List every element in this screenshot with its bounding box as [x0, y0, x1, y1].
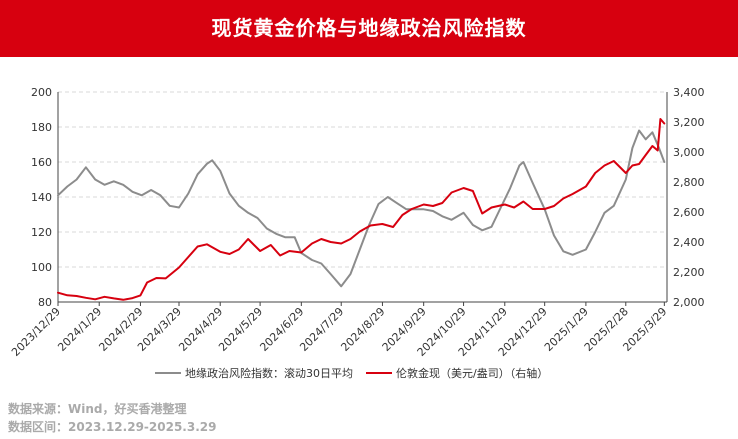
y-right-tick-label: 3,400 [673, 86, 705, 99]
x-tick-label: 2023/12/29 [9, 305, 63, 359]
legend-label-gold-price: 伦敦金现（美元/盎司）（右轴） [396, 366, 548, 380]
y-left-tick-label: 120 [31, 226, 52, 239]
page-title: 现货黄金价格与地缘政治风险指数 [211, 16, 527, 40]
data-range-note: 数据区间：2023.12.29-2025.3.29 [8, 420, 217, 434]
y-left-tick-label: 180 [31, 121, 52, 134]
legend-label-risk-index: 地缘政治风险指数：滚动30日平均 [185, 366, 353, 380]
title-banner [0, 0, 738, 57]
y-left-tick-label: 160 [31, 156, 52, 169]
gold-price-line [57, 118, 666, 301]
y-right-tick-label: 2,400 [673, 236, 705, 249]
y-right-tick-label: 2,600 [673, 206, 705, 219]
y-left-tick-label: 100 [31, 261, 52, 274]
risk-index-line [57, 129, 666, 288]
y-left-tick-label: 80 [38, 296, 52, 309]
y-left-tick-label: 140 [31, 191, 52, 204]
y-right-tick-label: 3,000 [673, 146, 705, 159]
chart: 80 100 120 140 160 180 200 2,000 2,200 2,400 2,600… [9, 86, 705, 380]
y-right-tick-label: 2,200 [673, 266, 705, 279]
data-source-note: 数据来源：Wind，好买香港整理 [8, 402, 187, 416]
y-right-tick-label: 2,000 [673, 296, 705, 309]
y-right-tick-label: 3,200 [673, 116, 705, 129]
y-left-tick-label: 200 [31, 86, 52, 99]
y-right-tick-label: 2,800 [673, 176, 705, 189]
